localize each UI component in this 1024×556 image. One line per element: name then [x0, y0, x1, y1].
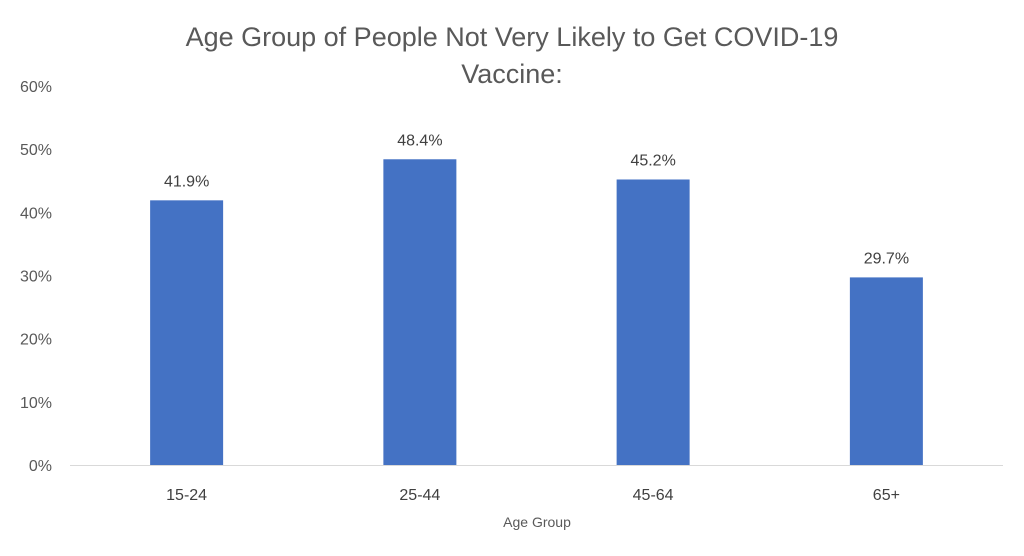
- data-label: 29.7%: [864, 250, 909, 267]
- y-tick-label: 60%: [20, 79, 52, 96]
- data-label: 48.4%: [397, 132, 442, 149]
- bar: [616, 179, 690, 465]
- chart-title-line-1: Age Group of People Not Very Likely to G…: [186, 22, 839, 52]
- y-tick-label: 40%: [20, 205, 52, 222]
- y-tick-label: 10%: [20, 395, 52, 412]
- x-tick-label: 65+: [873, 487, 900, 504]
- data-label: 45.2%: [630, 152, 675, 169]
- bar: [383, 159, 457, 466]
- x-tick-label: 45-64: [633, 487, 674, 504]
- bar: [150, 200, 224, 465]
- data-labels: 41.9% 48.4% 45.2% 29.7%: [164, 132, 909, 267]
- bar: [849, 277, 923, 465]
- data-label: 41.9%: [164, 173, 209, 190]
- chart-title-line-2: Vaccine:: [461, 59, 563, 89]
- x-axis-categories: 15-24 25-44 45-64 65+: [166, 487, 900, 504]
- y-axis-ticks: 0% 10% 20% 30% 40% 50% 60%: [20, 79, 52, 475]
- y-tick-label: 30%: [20, 269, 52, 286]
- x-axis-title: Age Group: [503, 514, 571, 530]
- y-tick-label: 50%: [20, 142, 52, 159]
- y-tick-label: 0%: [29, 458, 52, 475]
- bars: [150, 159, 923, 466]
- x-tick-label: 25-44: [399, 487, 440, 504]
- x-tick-label: 15-24: [166, 487, 207, 504]
- y-tick-label: 20%: [20, 332, 52, 349]
